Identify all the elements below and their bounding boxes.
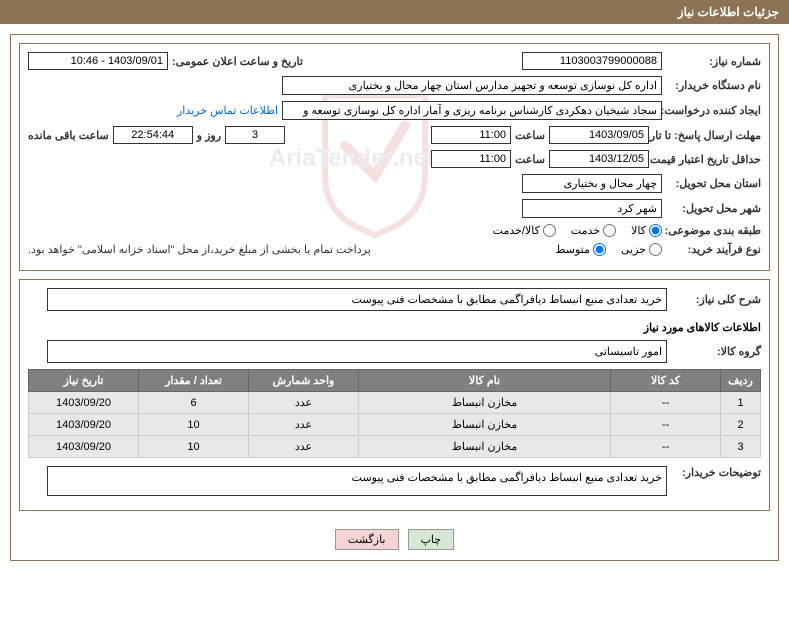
table-cell: مخازن انبساط (359, 436, 611, 458)
field-requester: سجاد شیخیان دهکردی کارشناس برنامه ریزی و… (282, 101, 662, 120)
field-days-remaining: 3 (225, 126, 285, 144)
radio-cat-0[interactable]: کالا (631, 224, 662, 237)
table-cell: 1 (721, 392, 761, 414)
label-time-1: ساعت (515, 129, 545, 142)
field-province: چهار محال و بختیاری (522, 174, 662, 193)
main-panel: AriaTender.net شماره نیاز: 1103003799000… (10, 34, 779, 561)
th-name: نام کالا (359, 370, 611, 392)
label-response-deadline: مهلت ارسال پاسخ: تا تاریخ: (653, 129, 761, 142)
label-remaining: ساعت باقی مانده (28, 129, 109, 142)
label-time-2: ساعت (515, 153, 545, 166)
table-cell: عدد (249, 392, 359, 414)
items-table: ردیف کد کالا نام کالا واحد شمارش تعداد /… (28, 369, 761, 458)
label-city: شهر محل تحویل: (666, 202, 761, 215)
label-req-num: شماره نیاز: (666, 55, 761, 68)
label-buyer-notes: توضیحات خریدار: (671, 466, 761, 479)
label-days-and: روز و (197, 129, 221, 142)
label-general-desc: شرح کلی نیاز: (671, 293, 761, 306)
th-qty: تعداد / مقدار (139, 370, 249, 392)
table-cell: 10 (139, 414, 249, 436)
table-cell: -- (611, 436, 721, 458)
field-req-num: 1103003799000088 (522, 52, 662, 70)
th-unit: واحد شمارش (249, 370, 359, 392)
label-announce-date: تاریخ و ساعت اعلان عمومی: (172, 55, 303, 68)
label-category: طبقه بندی موضوعی: (666, 224, 761, 237)
radio-cat-2[interactable]: کالا/خدمت (493, 224, 556, 237)
radio-purch-1[interactable]: متوسط (555, 243, 606, 256)
label-buyer-org: نام دستگاه خریدار: (666, 79, 761, 92)
radio-group-category: کالا خدمت کالا/خدمت (493, 224, 662, 237)
field-price-valid-date: 1403/12/05 (549, 150, 649, 168)
table-cell: 10 (139, 436, 249, 458)
table-cell: -- (611, 392, 721, 414)
table-row: 2--مخازن انبساطعدد101403/09/20 (29, 414, 761, 436)
field-response-time: 11:00 (431, 126, 511, 144)
field-general-desc: خرید تعدادی منبع انبساط دیافراگمی مطابق … (47, 288, 667, 311)
table-cell: 2 (721, 414, 761, 436)
field-price-valid-time: 11:00 (431, 150, 511, 168)
print-button[interactable]: چاپ (408, 529, 455, 550)
field-announce-date: 1403/09/01 - 10:46 (28, 52, 168, 70)
table-cell: -- (611, 414, 721, 436)
table-row: 1--مخازن انبساطعدد61403/09/20 (29, 392, 761, 414)
table-cell: مخازن انبساط (359, 414, 611, 436)
radio-purch-input-1[interactable] (593, 243, 606, 256)
table-cell: 1403/09/20 (29, 392, 139, 414)
label-price-validity: حداقل تاریخ اعتبار قیمت: تا تاریخ: (653, 153, 761, 166)
table-cell: 1403/09/20 (29, 414, 139, 436)
form-panel: AriaTender.net شماره نیاز: 1103003799000… (19, 43, 770, 271)
back-button[interactable]: بازگشت (335, 529, 399, 550)
field-city: شهر کرد (522, 199, 662, 218)
table-cell: 3 (721, 436, 761, 458)
field-item-group: امور تاسیساتی (47, 340, 667, 363)
table-cell: 6 (139, 392, 249, 414)
table-cell: عدد (249, 436, 359, 458)
radio-group-purchase: جزیی متوسط (555, 243, 662, 256)
radio-cat-input-2[interactable] (543, 224, 556, 237)
radio-cat-1[interactable]: خدمت (571, 224, 616, 237)
table-row: 3--مخازن انبساطعدد101403/09/20 (29, 436, 761, 458)
th-index: ردیف (721, 370, 761, 392)
table-header-row: ردیف کد کالا نام کالا واحد شمارش تعداد /… (29, 370, 761, 392)
field-response-date: 1403/09/05 (549, 126, 649, 144)
table-cell: مخازن انبساط (359, 392, 611, 414)
label-requester: ایجاد کننده درخواست: (666, 104, 761, 117)
table-cell: عدد (249, 414, 359, 436)
page-header: جزئیات اطلاعات نیاز (0, 0, 789, 24)
label-province: استان محل تحویل: (666, 177, 761, 190)
payment-note: پرداخت تمام یا بخشی از مبلغ خرید،از محل … (28, 243, 371, 256)
section-items-info: اطلاعات کالاهای مورد نیاز (28, 321, 761, 334)
radio-purch-input-0[interactable] (649, 243, 662, 256)
field-countdown: 22:54:44 (113, 126, 193, 144)
field-buyer-notes: خرید تعدادی منبع انبساط دیافراگمی مطابق … (47, 466, 667, 496)
table-cell: 1403/09/20 (29, 436, 139, 458)
th-code: کد کالا (611, 370, 721, 392)
radio-cat-input-0[interactable] (649, 224, 662, 237)
radio-cat-input-1[interactable] (603, 224, 616, 237)
field-buyer-org: اداره کل نوسازی توسعه و تجهیز مدارس استا… (282, 76, 662, 95)
contact-link[interactable]: اطلاعات تماس خریدار (177, 104, 278, 117)
details-panel: شرح کلی نیاز: خرید تعدادی منبع انبساط دی… (19, 279, 770, 511)
radio-purch-0[interactable]: جزیی (621, 243, 662, 256)
footer-buttons: چاپ بازگشت (11, 519, 778, 560)
label-item-group: گروه کالا: (671, 345, 761, 358)
th-date: تاریخ نیاز (29, 370, 139, 392)
label-purchase-type: نوع فرآیند خرید: (666, 243, 761, 256)
